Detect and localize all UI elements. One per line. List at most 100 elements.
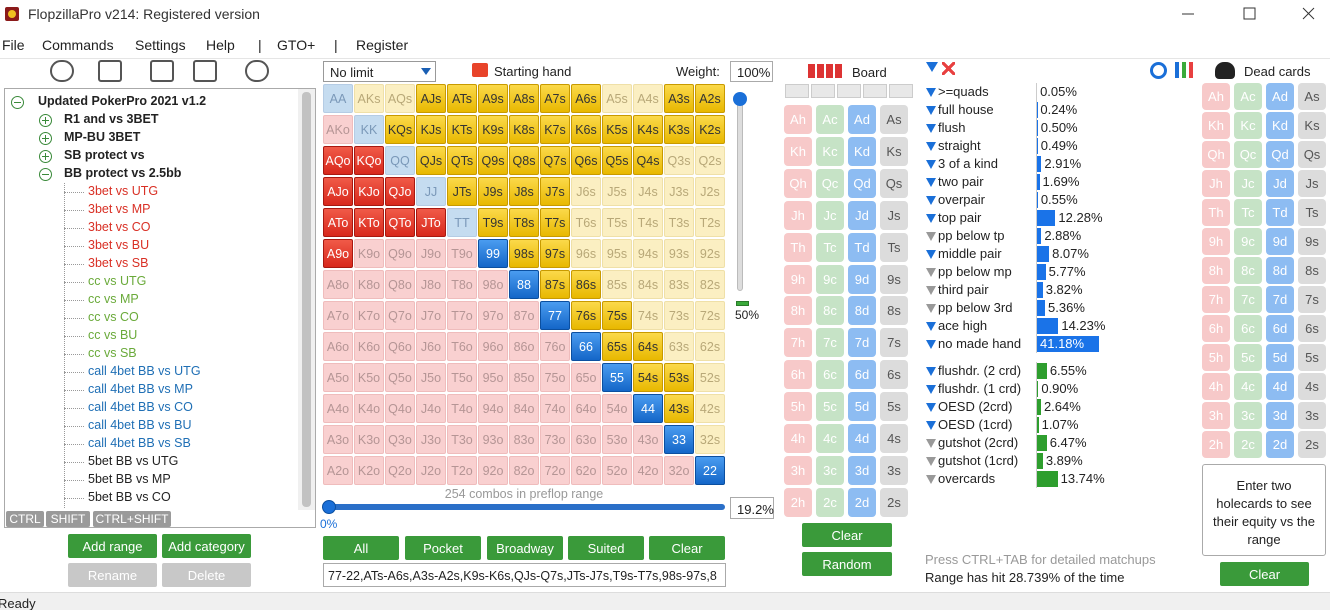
board-card[interactable]: Tc (816, 232, 844, 262)
board-card[interactable]: 5d (848, 392, 876, 422)
hand-cell[interactable]: 97o (478, 301, 508, 330)
dead-card[interactable]: 6d (1266, 315, 1294, 342)
hand-cell[interactable]: QJs (416, 146, 446, 175)
chart-icon[interactable] (1175, 62, 1193, 78)
tree-tab[interactable]: CTRL+SHIFT (93, 511, 171, 527)
tree-tab[interactable]: CTRL (6, 511, 44, 527)
dead-card[interactable]: 5s (1298, 344, 1326, 371)
hand-cell[interactable]: AKs (354, 84, 384, 113)
range-button[interactable]: Clear (649, 536, 725, 560)
board-card[interactable]: 5s (880, 392, 908, 422)
board-card[interactable]: Qd (848, 168, 876, 198)
hand-cell[interactable]: AQo (323, 146, 353, 175)
hand-cell[interactable]: 86o (509, 332, 539, 361)
hand-cell[interactable]: 76s (571, 301, 601, 330)
dead-card[interactable]: 9s (1298, 228, 1326, 255)
hand-cell[interactable]: KTo (354, 208, 384, 237)
hand-cell[interactable]: KTs (447, 115, 477, 144)
dead-card[interactable]: Td (1266, 199, 1294, 226)
hand-cell[interactable]: T4o (447, 394, 477, 423)
hand-cell[interactable]: 86s (571, 270, 601, 299)
range-button[interactable]: Suited (568, 536, 644, 560)
hand-cell[interactable]: 92s (695, 239, 725, 268)
tree-item[interactable]: call 4bet BB vs UTG (88, 364, 201, 378)
hand-cell[interactable]: 32s (695, 425, 725, 454)
board-card[interactable]: Ad (848, 105, 876, 134)
hand-cell[interactable]: K8o (354, 270, 384, 299)
hand-cell[interactable]: Q3o (385, 425, 415, 454)
board-card[interactable]: Qc (816, 168, 844, 198)
hand-cell[interactable]: Q5s (602, 146, 632, 175)
tree-item[interactable]: 3bet vs UTG (88, 184, 159, 198)
hand-cell[interactable]: 83s (664, 270, 694, 299)
hand-cell[interactable]: AJs (416, 84, 446, 113)
hand-cell[interactable]: T6s (571, 208, 601, 237)
toolbar-icon[interactable] (50, 60, 74, 82)
dead-card[interactable]: 2h (1202, 431, 1230, 458)
hand-cell[interactable]: A9o (323, 239, 353, 268)
board-card[interactable]: 8c (816, 296, 844, 326)
refresh-icon[interactable] (1150, 62, 1167, 79)
board-card[interactable]: Jh (784, 200, 812, 230)
hand-cell[interactable]: A4s (633, 84, 663, 113)
board-card[interactable]: 9c (816, 264, 844, 294)
tree-item[interactable]: 3bet vs BU (88, 238, 150, 252)
tree-item[interactable]: cc vs CO (88, 310, 139, 324)
board-card[interactable]: Td (848, 232, 876, 262)
stat-filter[interactable] (926, 160, 936, 169)
dead-card[interactable]: 4s (1298, 373, 1326, 400)
stat-name[interactable]: flushdr. (2 crd) (938, 363, 1022, 378)
stat-filter[interactable] (926, 304, 936, 313)
hand-cell[interactable]: 64o (571, 394, 601, 423)
filter-icon[interactable] (926, 62, 938, 72)
menu-item[interactable]: Register (356, 37, 409, 53)
hand-cell[interactable]: T5s (602, 208, 632, 237)
dead-card[interactable]: Ks (1298, 112, 1326, 139)
tree-toggle[interactable] (39, 150, 52, 163)
window-controls[interactable] (1175, 4, 1325, 24)
hand-cell[interactable]: QTs (447, 146, 477, 175)
tree-item[interactable]: Updated PokerPro 2021 v1.2 (38, 94, 207, 108)
hand-cell[interactable]: 53o (602, 425, 632, 454)
dead-card[interactable]: Qd (1266, 141, 1294, 168)
board-card[interactable]: 7c (816, 328, 844, 358)
stat-name[interactable]: >=quads (938, 84, 989, 99)
hand-cell[interactable]: A8o (323, 270, 353, 299)
hand-cell[interactable]: 84o (509, 394, 539, 423)
dead-card[interactable]: 2s (1298, 431, 1326, 458)
board-card[interactable]: Js (880, 200, 908, 230)
dead-card[interactable]: 7c (1234, 286, 1262, 313)
stat-name[interactable]: overpair (938, 192, 985, 207)
hand-cell[interactable]: 42o (633, 456, 663, 485)
stat-filter[interactable] (926, 124, 936, 133)
tree-item[interactable]: BB protect vs 2.5bb (64, 166, 182, 180)
dead-card[interactable]: 5h (1202, 344, 1230, 371)
tree-item[interactable]: call 4bet BB vs SB (88, 436, 191, 450)
board-card[interactable]: 8h (784, 296, 812, 326)
hand-cell[interactable]: K4o (354, 394, 384, 423)
board-card[interactable]: Kc (816, 136, 844, 166)
stat-filter[interactable] (926, 457, 936, 466)
hand-cell[interactable]: Q7s (540, 146, 570, 175)
hand-cell[interactable]: 87s (540, 270, 570, 299)
dead-card[interactable]: 6c (1234, 315, 1262, 342)
board-card[interactable]: As (880, 105, 908, 134)
board-slot[interactable] (863, 84, 887, 98)
hand-cell[interactable]: 54o (602, 394, 632, 423)
dead-card[interactable]: Ac (1234, 83, 1262, 110)
dead-card[interactable]: 5c (1234, 344, 1262, 371)
tree-toggle[interactable] (39, 132, 52, 145)
hand-cell[interactable]: Q8o (385, 270, 415, 299)
hand-cell[interactable]: T9o (447, 239, 477, 268)
hand-cell[interactable]: 65o (571, 363, 601, 392)
dead-card[interactable]: 8c (1234, 257, 1262, 284)
range-button[interactable]: Pocket (405, 536, 481, 560)
hand-cell[interactable]: AJo (323, 177, 353, 206)
stat-name[interactable]: third pair (938, 282, 989, 297)
board-card[interactable]: 8d (848, 296, 876, 326)
hand-cell[interactable]: Q4o (385, 394, 415, 423)
hand-cell[interactable]: T4s (633, 208, 663, 237)
hand-cell[interactable]: J3s (664, 177, 694, 206)
hand-cell[interactable]: J2o (416, 456, 446, 485)
stat-name[interactable]: gutshot (1crd) (938, 453, 1019, 468)
